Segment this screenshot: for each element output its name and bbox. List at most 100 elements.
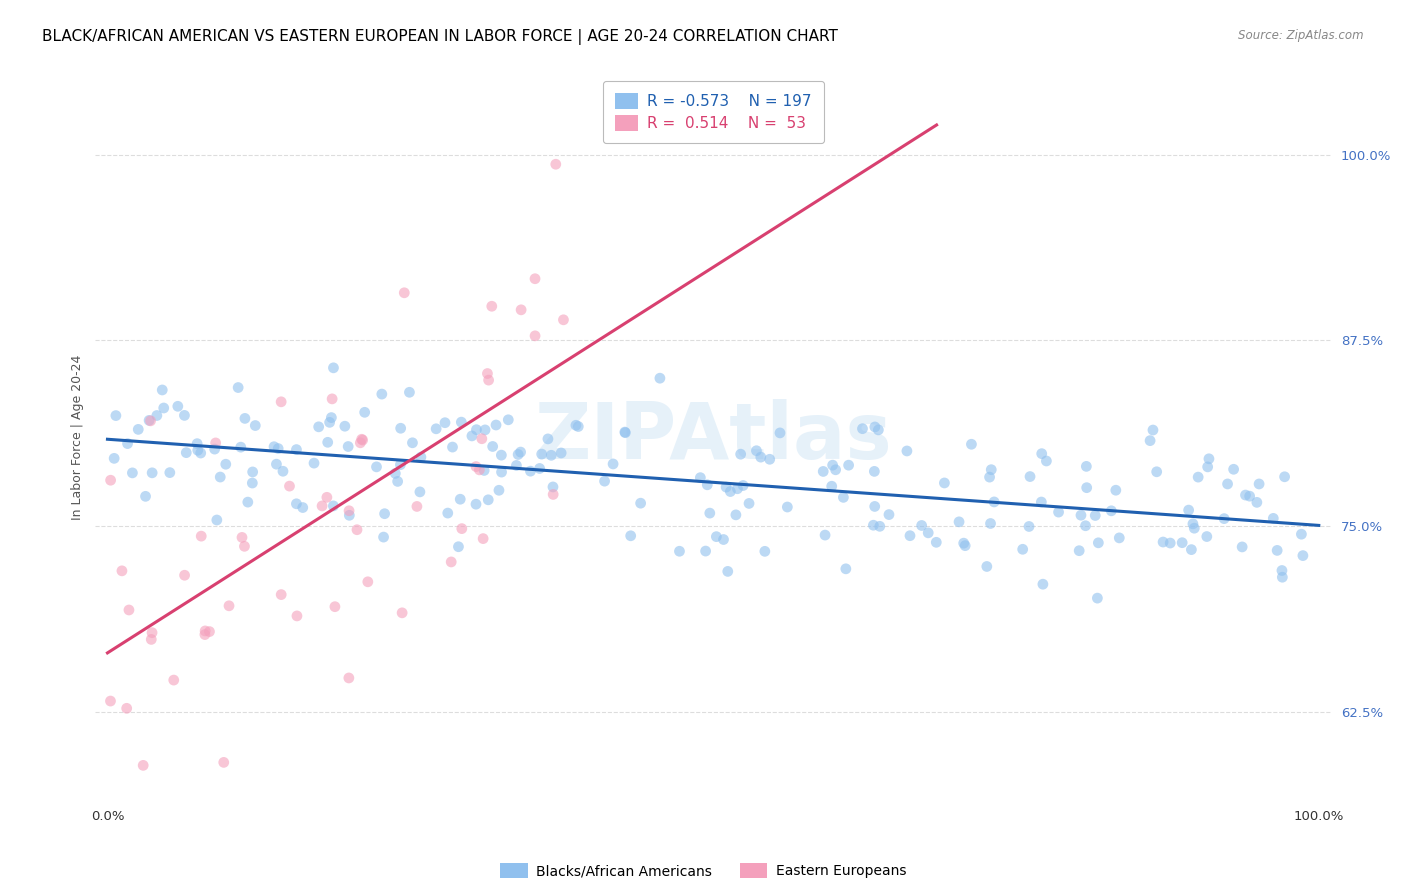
Point <box>477 492 499 507</box>
Point <box>349 435 371 450</box>
Point <box>1180 542 1202 557</box>
Point <box>233 411 256 425</box>
Point <box>215 457 238 471</box>
Point <box>976 559 998 574</box>
Legend: Blacks/African Americans, Eastern Europeans: Blacks/African Americans, Eastern Europe… <box>494 856 912 885</box>
Point <box>103 451 125 466</box>
Point <box>754 544 776 558</box>
Point <box>468 463 491 477</box>
Point <box>1271 570 1294 584</box>
Point <box>1084 508 1107 523</box>
Point <box>1142 423 1164 437</box>
Point <box>194 627 217 641</box>
Point <box>745 443 768 458</box>
Point <box>323 599 346 614</box>
Point <box>509 445 531 459</box>
Point <box>1263 511 1285 525</box>
Point <box>925 535 948 549</box>
Point <box>1146 465 1168 479</box>
Point <box>813 465 835 479</box>
Point <box>814 528 837 542</box>
Point <box>1159 536 1181 550</box>
Point <box>717 565 740 579</box>
Point <box>1087 591 1109 606</box>
Point <box>394 285 416 300</box>
Point <box>567 419 589 434</box>
Point <box>491 465 513 479</box>
Point <box>1187 470 1209 484</box>
Point <box>1291 527 1313 541</box>
Point <box>187 443 209 458</box>
Point <box>1047 505 1070 519</box>
Point <box>519 464 541 478</box>
Point <box>1195 530 1218 544</box>
Point <box>689 471 711 485</box>
Point <box>302 456 325 470</box>
Point <box>472 463 495 477</box>
Point <box>373 530 395 544</box>
Point <box>285 608 308 623</box>
Point <box>524 271 547 285</box>
Legend: R = -0.573    N = 197, R =  0.514    N =  53: R = -0.573 N = 197, R = 0.514 N = 53 <box>603 80 824 143</box>
Point <box>321 392 343 406</box>
Point <box>863 464 886 478</box>
Point <box>152 401 174 415</box>
Point <box>1032 577 1054 591</box>
Point <box>135 489 157 503</box>
Point <box>1246 495 1268 509</box>
Point <box>863 500 886 514</box>
Point <box>353 405 375 419</box>
Point <box>389 458 412 472</box>
Point <box>980 516 1002 531</box>
Point <box>389 421 412 435</box>
Point <box>541 487 564 501</box>
Point <box>1105 483 1128 498</box>
Point <box>194 624 217 638</box>
Point <box>738 496 761 510</box>
Point <box>240 476 263 491</box>
Point <box>352 433 374 447</box>
Point <box>212 756 235 770</box>
Point <box>1018 519 1040 533</box>
Point <box>593 474 616 488</box>
Point <box>934 475 956 490</box>
Point <box>337 504 360 518</box>
Point <box>733 478 755 492</box>
Point <box>409 450 432 464</box>
Point <box>620 529 643 543</box>
Y-axis label: In Labor Force | Age 20-24: In Labor Force | Age 20-24 <box>72 354 84 519</box>
Point <box>1031 447 1053 461</box>
Point <box>1011 542 1033 557</box>
Point <box>668 544 690 558</box>
Point <box>346 523 368 537</box>
Point <box>776 500 799 514</box>
Point <box>163 673 186 687</box>
Point <box>190 529 212 543</box>
Point <box>1171 535 1194 549</box>
Point <box>270 588 292 602</box>
Point <box>1234 488 1257 502</box>
Point <box>270 394 292 409</box>
Point <box>911 518 934 533</box>
Point <box>1139 434 1161 448</box>
Point <box>139 414 162 428</box>
Point <box>209 470 232 484</box>
Point <box>769 425 792 440</box>
Point <box>695 544 717 558</box>
Point <box>159 466 181 480</box>
Point <box>441 440 464 454</box>
Point <box>190 446 212 460</box>
Point <box>481 299 503 313</box>
Point <box>1087 536 1109 550</box>
Point <box>118 603 141 617</box>
Point <box>449 492 471 507</box>
Text: BLACK/AFRICAN AMERICAN VS EASTERN EUROPEAN IN LABOR FORCE | AGE 20-24 CORRELATIO: BLACK/AFRICAN AMERICAN VS EASTERN EUROPE… <box>42 29 838 45</box>
Point <box>706 530 728 544</box>
Point <box>544 157 567 171</box>
Point <box>440 555 463 569</box>
Point <box>465 497 488 511</box>
Point <box>461 429 484 443</box>
Point <box>648 371 671 385</box>
Point <box>838 458 860 473</box>
Point <box>337 440 360 454</box>
